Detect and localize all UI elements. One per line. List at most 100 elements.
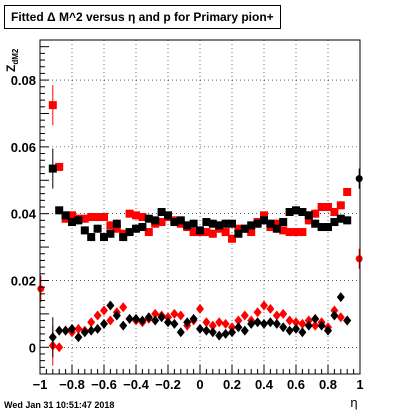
- data-point: [55, 162, 64, 171]
- data-point: [336, 201, 345, 210]
- data-point: [260, 300, 268, 311]
- data-point: [215, 330, 224, 341]
- data-point: [311, 313, 320, 324]
- data-point: [272, 310, 281, 321]
- data-point: [304, 211, 313, 220]
- data-point: [279, 226, 288, 235]
- edge-points: [37, 168, 363, 303]
- data-point: [292, 317, 300, 328]
- data-point: [80, 327, 89, 338]
- data-point: [279, 308, 288, 319]
- data-point: [112, 219, 121, 228]
- data-point: [202, 218, 211, 227]
- data-point: [304, 216, 313, 225]
- data-point: [253, 219, 262, 228]
- data-point: [324, 203, 332, 211]
- data-point: [260, 318, 268, 329]
- data-point: [247, 228, 256, 237]
- data-point: [260, 211, 268, 220]
- data-point: [234, 224, 243, 233]
- y-tick-label: 0.04: [11, 207, 37, 222]
- data-point: [330, 208, 339, 217]
- data-point: [112, 224, 121, 233]
- plot-frame: [39, 39, 361, 375]
- data-point: [285, 228, 294, 237]
- x-tick-label: −0.2: [155, 377, 181, 392]
- data-point: [266, 303, 275, 314]
- x-tick-label: 0.8: [319, 377, 337, 392]
- data-point: [106, 229, 115, 238]
- chart-title: Fitted Δ M^2 versus η and p for Primary …: [4, 5, 281, 29]
- data-point: [292, 323, 300, 334]
- data-point: [74, 332, 83, 343]
- x-tick-label: −0.4: [123, 377, 149, 392]
- data-point: [324, 223, 332, 232]
- data-point: [55, 342, 64, 353]
- data-point: [100, 318, 108, 329]
- grid: [40, 40, 360, 374]
- data-point: [189, 313, 198, 324]
- data-point: [176, 327, 185, 338]
- data-point: [100, 213, 108, 222]
- data-point: [138, 223, 147, 232]
- x-tick-label: 0.4: [255, 377, 274, 392]
- data-point: [253, 317, 262, 328]
- data-point: [202, 317, 211, 328]
- data-point: [48, 164, 57, 173]
- data-point: [189, 228, 198, 237]
- data-point: [68, 211, 76, 220]
- data-point: [144, 214, 153, 223]
- data-point: [61, 211, 70, 220]
- data-point: [132, 224, 140, 233]
- data-point: [292, 206, 300, 215]
- data-point: [196, 323, 204, 334]
- data-point: [189, 219, 198, 228]
- data-point: [215, 317, 224, 328]
- data-point: [48, 332, 57, 343]
- data-point: [132, 211, 140, 220]
- y-axis-label-subscript: dM2: [11, 48, 20, 65]
- data-point: [228, 322, 236, 333]
- data-point: [247, 221, 256, 230]
- data-point: [247, 318, 256, 329]
- data-point: [183, 221, 192, 230]
- data-point: [272, 224, 281, 233]
- data-point: [234, 322, 243, 333]
- data-point: [157, 208, 166, 217]
- data-point: [74, 216, 83, 225]
- data-point: [119, 320, 128, 331]
- data-point: [170, 218, 179, 227]
- data-point: [330, 310, 339, 321]
- data-point: [74, 323, 83, 334]
- data-point: [93, 224, 102, 233]
- data-point: [106, 221, 115, 230]
- data-point: [336, 292, 345, 303]
- data-point: [343, 187, 352, 196]
- data-point: [87, 233, 96, 242]
- data-point: [228, 234, 236, 243]
- data-point: [317, 203, 326, 211]
- data-point: [151, 308, 160, 319]
- data-point: [336, 312, 345, 323]
- data-point: [355, 255, 363, 263]
- x-tick-label: −0.8: [59, 377, 85, 392]
- data-point: [298, 327, 307, 338]
- x-tick-label: 0: [196, 377, 203, 392]
- data-point: [208, 327, 217, 338]
- data-point: [68, 218, 76, 227]
- data-point: [221, 228, 230, 237]
- y-axis-label: ZdM2: [4, 48, 20, 72]
- data-point: [157, 312, 166, 323]
- data-point: [176, 216, 185, 225]
- data-point: [138, 315, 147, 326]
- data-point: [37, 285, 45, 293]
- data-point: [119, 233, 128, 242]
- x-tick-label: −0.6: [91, 377, 117, 392]
- data-point: [279, 218, 288, 227]
- y-tick-label: 0.08: [11, 73, 36, 88]
- data-point: [228, 327, 236, 338]
- data-point: [87, 325, 96, 336]
- data-point: [157, 218, 166, 227]
- data-point: [202, 228, 211, 237]
